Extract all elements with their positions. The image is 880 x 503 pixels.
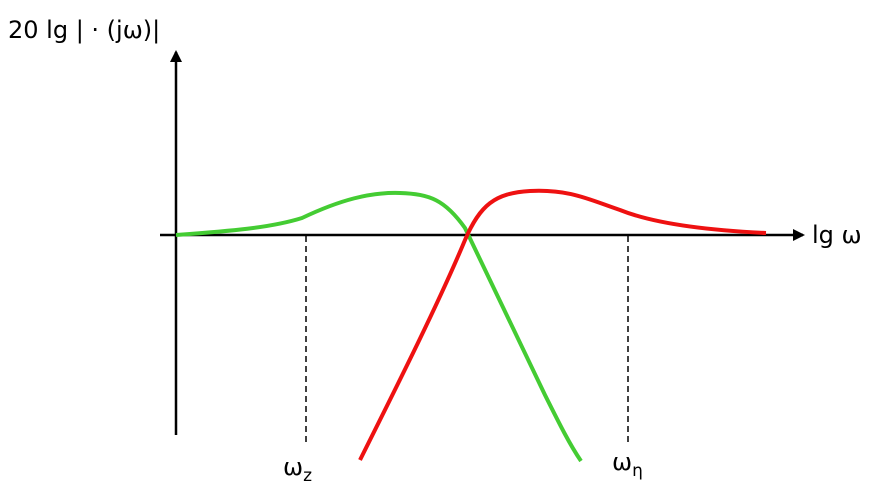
green-curve [175,190,583,463]
red-curve [358,188,767,461]
x-axis-label: lg ω [812,221,862,249]
marker-symbol: ω [283,453,303,481]
marker-symbol: ω [612,448,632,476]
marker-subscript: z [303,466,312,486]
marker-label: ωz [283,453,312,486]
marker-subscript: η [632,461,643,481]
y-axis-label: 20 lg | · (jω)| [8,16,160,44]
marker-label: ωη [612,448,643,481]
